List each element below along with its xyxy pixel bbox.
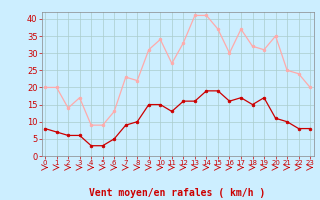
Text: Vent moyen/en rafales ( km/h ): Vent moyen/en rafales ( km/h ) <box>90 188 266 198</box>
